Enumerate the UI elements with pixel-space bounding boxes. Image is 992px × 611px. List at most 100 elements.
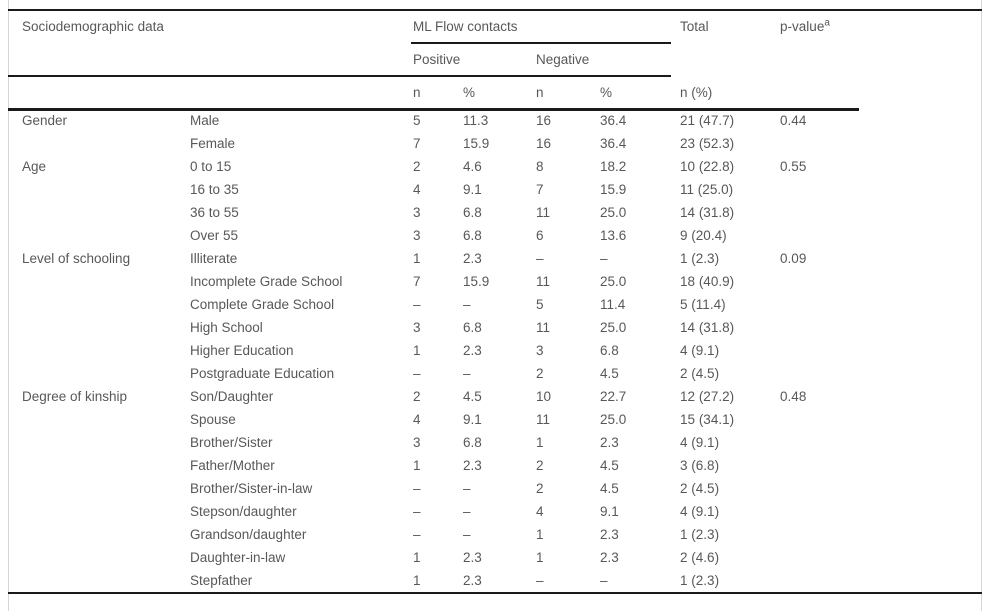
positive-pct-cell: 6.8 <box>463 205 482 220</box>
group-cell <box>8 293 182 316</box>
table-row: Father/Mother 1 2.3 2 4.5 3 (6.8) <box>8 454 982 477</box>
column-header-pvalue: p-valuea <box>772 10 982 43</box>
total-cell: 12 (27.2) <box>680 389 735 404</box>
pvalue-cell <box>772 362 982 385</box>
pvalue-cell <box>772 224 982 247</box>
table-row: Brother/Sister-in-law – – 2 4.5 2 (4.5) <box>8 477 982 500</box>
negative-n-cell: 11 <box>536 205 551 220</box>
negative-n-cell: 3 <box>536 343 544 358</box>
group-cell <box>8 454 182 477</box>
header-body-divider-rule <box>8 108 859 111</box>
negative-n-cell: 16 <box>536 136 552 151</box>
total-cell: 21 (47.7) <box>680 113 735 128</box>
category-cell: 16 to 35 <box>190 182 239 197</box>
category-cell: Brother/Sister-in-law <box>190 481 313 496</box>
positive-pct-cell: 2.3 <box>463 550 482 565</box>
table-bottom-rule <box>8 592 982 594</box>
table-row: Postgraduate Education – – 2 4.5 2 (4.5) <box>8 362 982 385</box>
negative-pct-cell: 6.8 <box>600 343 619 358</box>
total-cell: 14 (31.8) <box>680 320 735 335</box>
spacer-cell <box>8 76 405 109</box>
negative-n-cell: 2 <box>536 481 544 496</box>
total-cell: 1 (2.3) <box>680 251 720 266</box>
table-row: Degree of kinship Son/Daughter 2 4.5 10 … <box>8 385 982 408</box>
positive-n-cell: 1 <box>413 458 421 473</box>
group-cell <box>8 477 182 500</box>
category-cell: Male <box>190 113 220 128</box>
category-cell: Illiterate <box>190 251 238 266</box>
positive-n-cell: 3 <box>413 320 421 335</box>
table-row: Gender Male 5 11.3 16 36.4 21 (47.7) 0.4… <box>8 109 982 132</box>
positive-pct-cell: 2.3 <box>463 458 482 473</box>
pvalue-cell <box>772 293 982 316</box>
column-header-positive: Positive <box>413 52 461 67</box>
table-body: Gender Male 5 11.3 16 36.4 21 (47.7) 0.4… <box>8 109 982 592</box>
positive-n-cell: 1 <box>413 343 421 358</box>
column-header-negative-pct: % <box>600 85 613 100</box>
category-cell: Grandson/daughter <box>190 527 307 542</box>
page-edge-frame <box>8 0 982 611</box>
positive-n-cell: 1 <box>413 573 421 588</box>
group-cell <box>8 431 182 454</box>
table-row: Stepson/daughter – – 4 9.1 4 (9.1) <box>8 500 982 523</box>
group-cell <box>8 546 182 569</box>
negative-pct-cell: 36.4 <box>600 113 627 128</box>
pvalue-cell <box>772 178 982 201</box>
category-cell: Female <box>190 136 236 151</box>
total-cell: 9 (20.4) <box>680 228 727 243</box>
positive-pct-cell: 11.3 <box>463 113 489 128</box>
pvalue-cell <box>772 339 982 362</box>
positive-pct-cell: – <box>463 504 471 519</box>
positive-pct-cell: – <box>463 481 471 496</box>
pvalue-cell <box>772 270 982 293</box>
group-cell: Age <box>22 159 47 174</box>
column-header-ml-flow-contacts: ML Flow contacts <box>413 19 518 34</box>
category-cell: 36 to 55 <box>190 205 239 220</box>
negative-n-cell: 4 <box>536 504 544 519</box>
positive-pct-cell: – <box>463 366 471 381</box>
column-header-negative-n: n <box>536 85 544 100</box>
table-row: 16 to 35 4 9.1 7 15.9 11 (25.0) <box>8 178 982 201</box>
group-cell <box>8 362 182 385</box>
table-row: Female 7 15.9 16 36.4 23 (52.3) <box>8 132 982 155</box>
category-cell: Stepfather <box>190 573 253 588</box>
negative-n-cell: 2 <box>536 366 544 381</box>
pvalue-cell <box>772 132 982 155</box>
category-cell: Higher Education <box>190 343 294 358</box>
total-cell: 3 (6.8) <box>680 458 720 473</box>
positive-n-cell: 4 <box>413 182 421 197</box>
negative-n-cell: 1 <box>536 435 544 450</box>
negative-n-cell: 8 <box>536 159 544 174</box>
negative-pct-cell: 25.0 <box>600 274 627 289</box>
group-cell <box>8 339 182 362</box>
group-cell <box>8 316 182 339</box>
total-cell: 4 (9.1) <box>680 343 720 358</box>
negative-pct-cell: 2.3 <box>600 527 619 542</box>
positive-n-cell: 3 <box>413 205 421 220</box>
positive-n-cell: 3 <box>413 228 421 243</box>
table-row: Grandson/daughter – – 1 2.3 1 (2.3) <box>8 523 982 546</box>
pvalue-cell <box>772 408 982 431</box>
total-cell: 23 (52.3) <box>680 136 735 151</box>
table-row: Age 0 to 15 2 4.6 8 18.2 10 (22.8) 0.55 <box>8 155 982 178</box>
group-cell <box>8 270 182 293</box>
positive-n-cell: – <box>413 504 421 519</box>
negative-n-cell: 11 <box>536 412 551 427</box>
positive-n-cell: 7 <box>413 136 421 151</box>
negative-pct-cell: – <box>600 251 608 266</box>
column-header-positive-pct: % <box>463 85 476 100</box>
table-row: Over 55 3 6.8 6 13.6 9 (20.4) <box>8 224 982 247</box>
pvalue-cell: 0.48 <box>780 389 807 404</box>
table-row: Higher Education 1 2.3 3 6.8 4 (9.1) <box>8 339 982 362</box>
positive-n-cell: 3 <box>413 435 421 450</box>
negative-pct-cell: 9.1 <box>600 504 619 519</box>
pvalue-cell <box>772 477 982 500</box>
spacer-cell <box>772 43 982 76</box>
column-header-negative: Negative <box>536 52 590 67</box>
header-row-2: Positive Negative <box>8 43 982 76</box>
positive-pct-cell: 4.5 <box>463 389 482 404</box>
positive-pct-cell: 15.9 <box>463 136 490 151</box>
negative-n-cell: 7 <box>536 182 544 197</box>
category-cell: Daughter-in-law <box>190 550 286 565</box>
group-cell <box>8 500 182 523</box>
